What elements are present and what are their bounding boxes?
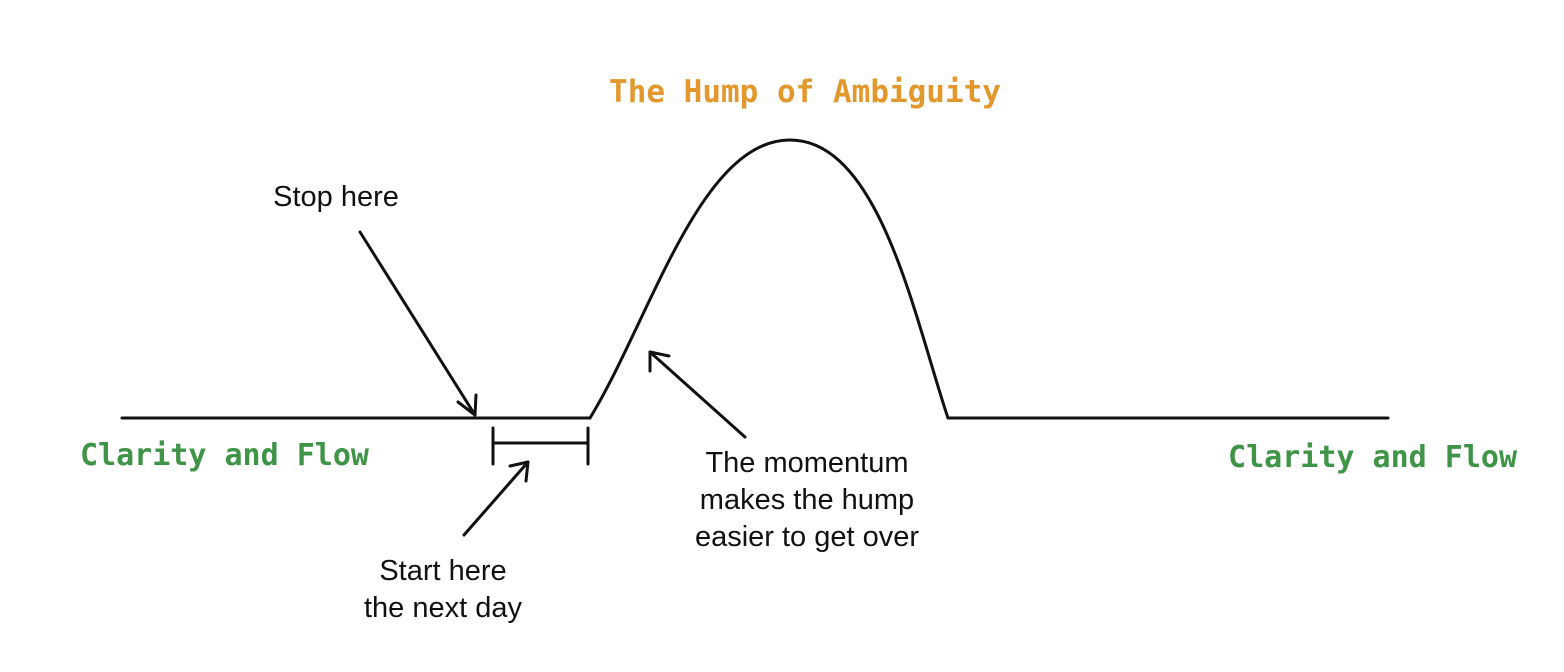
stop-here-label: Stop here bbox=[273, 181, 399, 213]
momentum-label-line3: easier to get over bbox=[695, 521, 919, 553]
left-region-label: Clarity and Flow bbox=[80, 438, 370, 473]
right-region-label: Clarity and Flow bbox=[1228, 440, 1518, 475]
momentum-arrow bbox=[648, 350, 747, 439]
start-here-arrow bbox=[462, 460, 530, 537]
start-arrow-head bbox=[508, 460, 530, 483]
momentum-arrow-head bbox=[648, 350, 671, 373]
stop-here-arrow bbox=[358, 230, 478, 417]
start-here-label-line2: the next day bbox=[364, 592, 522, 624]
stop-arrow-shaft bbox=[358, 230, 477, 417]
start-here-label-line1: Start here bbox=[379, 555, 506, 587]
momentum-arrow-shaft bbox=[648, 350, 747, 439]
hump-curve bbox=[588, 138, 950, 420]
momentum-label-line1: The momentum bbox=[705, 447, 908, 479]
stop-arrow-head bbox=[456, 393, 478, 417]
next-day-segment bbox=[491, 426, 590, 466]
diagram-title: The Hump of Ambiguity bbox=[609, 74, 1001, 110]
momentum-label-line2: makes the hump bbox=[700, 484, 914, 516]
start-arrow-shaft bbox=[462, 460, 530, 537]
